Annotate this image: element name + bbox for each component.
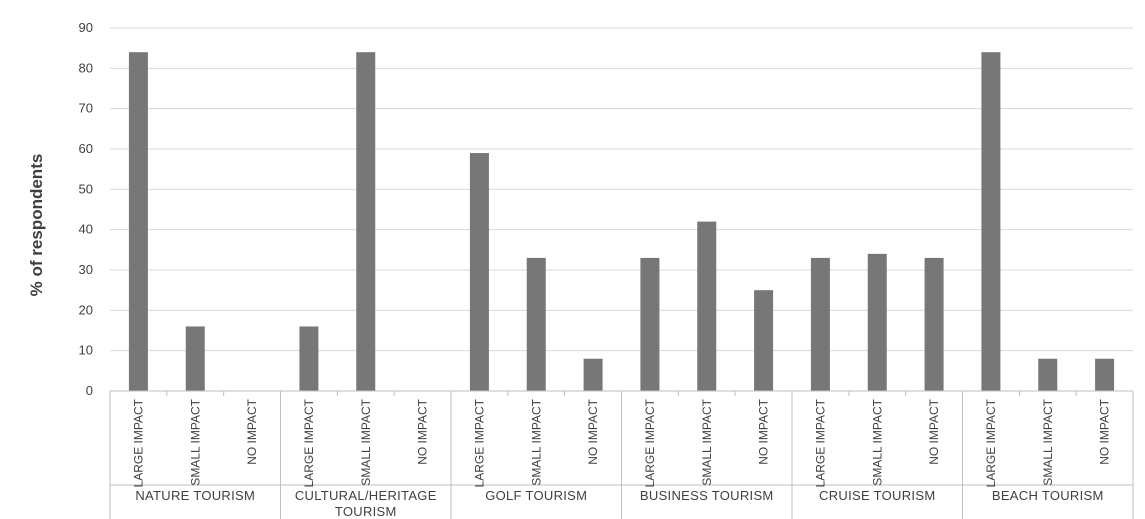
bar (981, 52, 1001, 391)
bar (697, 221, 717, 391)
y-tick-label: 0 (86, 383, 93, 398)
bar (128, 52, 148, 391)
bar (356, 52, 376, 391)
bar (754, 290, 774, 391)
group-label: BEACH TOURISM (992, 488, 1104, 503)
axes (109, 390, 1134, 519)
x-category-label: NO IMPACT (245, 398, 259, 464)
group-label: NATURE TOURISM (135, 488, 255, 503)
x-category-label: SMALL IMPACT (1041, 398, 1055, 485)
bar (583, 358, 603, 391)
bars (128, 52, 1115, 391)
x-category-label: NO IMPACT (1098, 398, 1112, 464)
x-category-label: SMALL IMPACT (529, 398, 543, 485)
y-tick-label: 10 (79, 343, 93, 358)
x-category-label: SMALL IMPACT (870, 398, 884, 485)
bar (1038, 358, 1058, 391)
bar (299, 326, 319, 391)
x-category-label: NO IMPACT (757, 398, 771, 464)
bar (469, 153, 489, 391)
group-label: GOLF TOURISM (485, 488, 587, 503)
y-tick-label: 20 (79, 302, 93, 317)
group-label: CRUISE TOURISM (819, 488, 935, 503)
group-label: BUSINESS TOURISM (640, 488, 774, 503)
bar (1095, 358, 1115, 391)
group-label: CULTURAL/HERITAGE (295, 488, 437, 503)
x-category-label: LARGE IMPACT (131, 398, 145, 487)
y-tick-label: 30 (79, 262, 93, 277)
y-tick-label: 90 (79, 20, 93, 35)
bar (526, 257, 546, 391)
x-category-label: NO IMPACT (586, 398, 600, 464)
bar (810, 257, 830, 391)
gridlines (110, 27, 1133, 352)
bar (924, 257, 944, 391)
x-category-label: LARGE IMPACT (813, 398, 827, 487)
x-category-label: LARGE IMPACT (302, 398, 316, 487)
y-axis-title: % of respondents (27, 154, 46, 297)
bar (185, 326, 205, 391)
x-category-label: NO IMPACT (927, 398, 941, 464)
x-category-label: SMALL IMPACT (700, 398, 714, 485)
x-category-label: LARGE IMPACT (643, 398, 657, 487)
x-category-label: NO IMPACT (416, 398, 430, 464)
y-tick-label: 60 (79, 141, 93, 156)
y-tick-label: 80 (79, 60, 93, 75)
y-tick-label: 70 (79, 101, 93, 116)
y-tick-label: 40 (79, 222, 93, 237)
labels: 0 10 20 30 40 50 60 70 80 90 LARGE IMPACT SMALL IMP… (79, 20, 1112, 519)
y-tick-label: 50 (79, 181, 93, 196)
x-category-label: LARGE IMPACT (984, 398, 998, 487)
x-category-label: SMALL IMPACT (359, 398, 373, 485)
bar (640, 257, 660, 391)
bar (867, 253, 887, 391)
x-category-label: LARGE IMPACT (472, 398, 486, 487)
x-category-label: SMALL IMPACT (188, 398, 202, 485)
group-label: TOURISM (335, 504, 397, 519)
